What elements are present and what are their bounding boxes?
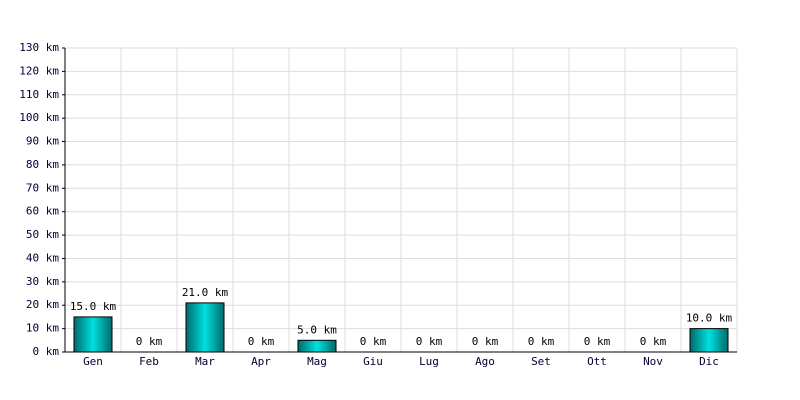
x-tick-label: Feb — [139, 355, 159, 368]
bar — [689, 328, 729, 353]
y-tick-label: 30 km — [26, 275, 59, 288]
y-tick-label: 70 km — [26, 181, 59, 194]
value-label: 0 km — [640, 335, 667, 348]
y-tick-label: 40 km — [26, 251, 59, 264]
y-tick-label: 0 km — [33, 345, 60, 358]
x-tick-label: Ago — [475, 355, 495, 368]
bar — [73, 316, 113, 353]
y-tick-label: 80 km — [26, 158, 59, 171]
value-label: 10.0 km — [686, 312, 733, 325]
y-tick-label: 120 km — [19, 64, 59, 77]
y-tick-label: 100 km — [19, 111, 59, 124]
value-label: 0 km — [584, 335, 611, 348]
value-label: 0 km — [360, 335, 387, 348]
value-label: 0 km — [248, 335, 275, 348]
y-tick-label: 20 km — [26, 298, 59, 311]
value-label: 0 km — [136, 335, 163, 348]
value-label: 21.0 km — [182, 286, 229, 299]
bar — [297, 339, 337, 353]
x-tick-label: Apr — [251, 355, 271, 368]
x-tick-label: Mar — [195, 355, 215, 368]
value-label: 5.0 km — [297, 323, 337, 336]
value-label: 15.0 km — [70, 300, 117, 313]
bar — [185, 302, 225, 353]
y-tick-label: 50 km — [26, 228, 59, 241]
x-tick-label: Nov — [643, 355, 663, 368]
x-tick-label: Lug — [419, 355, 439, 368]
x-tick-label: Dic — [699, 355, 719, 368]
x-tick-label: Mag — [307, 355, 327, 368]
x-tick-label: Gen — [83, 355, 103, 368]
value-label: 0 km — [472, 335, 499, 348]
y-tick-label: 10 km — [26, 322, 59, 335]
x-tick-label: Giu — [363, 355, 383, 368]
x-tick-label: Ott — [587, 355, 607, 368]
y-tick-label: 60 km — [26, 205, 59, 218]
value-label: 0 km — [416, 335, 443, 348]
y-tick-label: 110 km — [19, 88, 59, 101]
y-tick-label: 90 km — [26, 135, 59, 148]
x-tick-label: Set — [531, 355, 551, 368]
value-label: 0 km — [528, 335, 555, 348]
y-tick-label: 130 km — [19, 41, 59, 54]
